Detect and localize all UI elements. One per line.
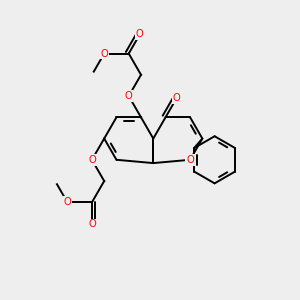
Text: O: O [173, 93, 181, 103]
Text: O: O [125, 91, 133, 101]
Text: O: O [136, 29, 144, 39]
Text: O: O [88, 219, 96, 230]
Text: O: O [100, 49, 108, 58]
Text: O: O [186, 155, 194, 165]
Text: O: O [64, 197, 71, 207]
Text: O: O [88, 155, 96, 165]
